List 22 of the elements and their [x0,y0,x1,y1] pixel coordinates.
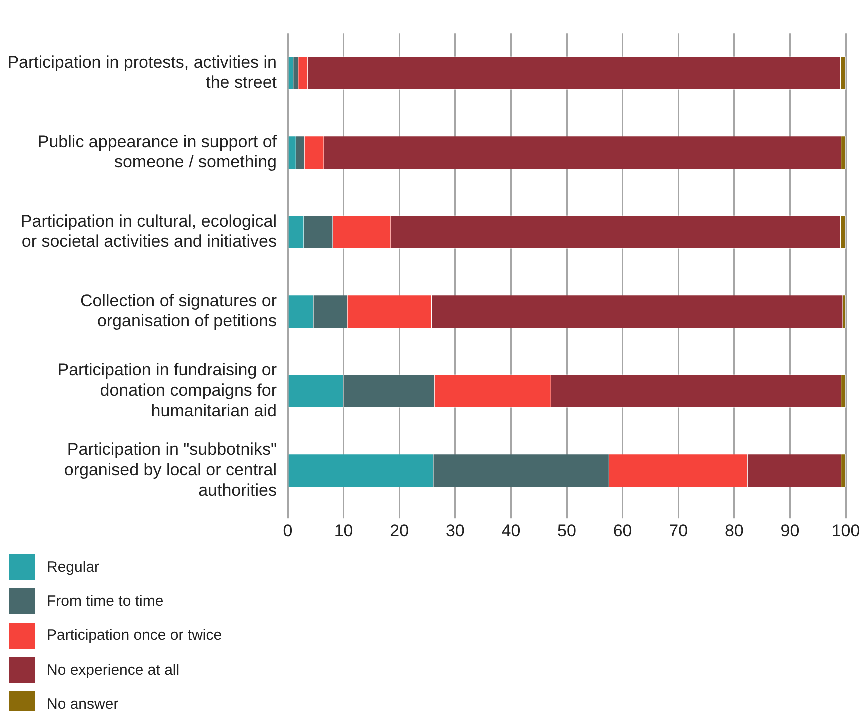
legend-label: Regular [47,558,100,576]
x-tick-label: 30 [446,521,465,540]
y-tick-label: Participation in "subbotniks" organised by local or central authorities [64,440,277,500]
legend-label: Participation once or twice [47,627,222,644]
x-tick-label: 50 [558,521,576,540]
y-tick-label: Participation in fundraising or donation compaigns for humanitarian aid [58,360,278,420]
x-tick-label: 100 [832,521,860,540]
y-tick-label: Participation in cultural, ecological or societal activities and initiatives [20,212,277,252]
x-tick-label: 20 [390,521,410,540]
y-tick-label: Participation in protests, activities in the street [8,52,278,92]
legend-label: No experience at all [47,662,180,679]
y-tick-label: Public appearance in support of someone / something [38,132,278,172]
x-tick-label: 10 [334,521,354,540]
x-tick-label: 0 [283,521,293,540]
x-tick-label: 80 [724,521,744,540]
x-tick-label: 60 [613,521,632,540]
legend-label: No answer [47,696,119,711]
legend-label: From time to time [47,592,164,610]
x-tick-label: 70 [669,521,688,540]
y-tick-label: Collection of signatures or organisation of petitions [80,291,278,331]
x-tick-label: 40 [502,521,521,540]
x-tick-label: 90 [780,521,800,540]
